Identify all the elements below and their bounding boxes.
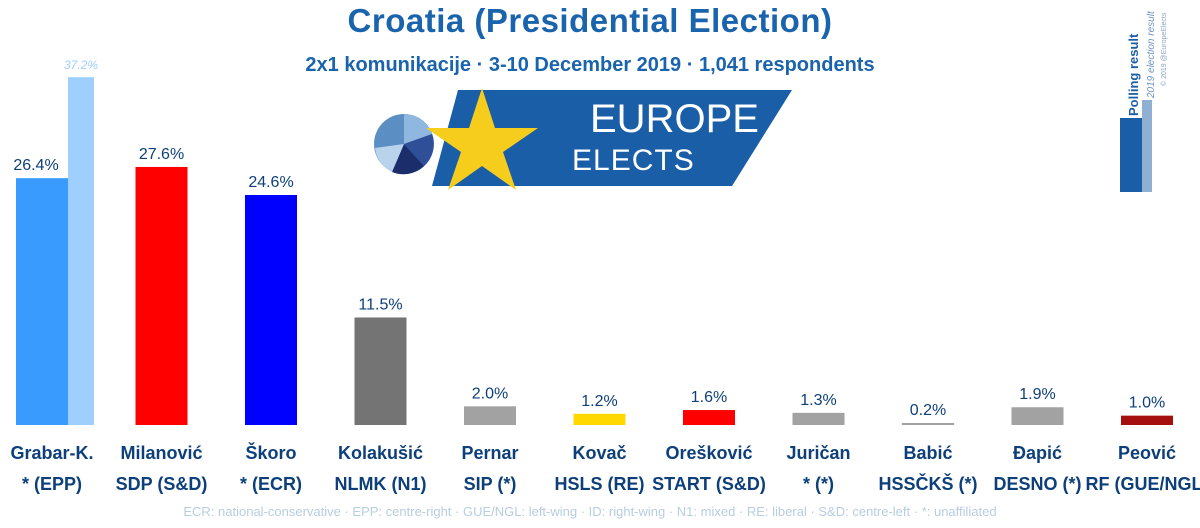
candidate-name-label: Kolakušić: [338, 443, 423, 463]
bar: [245, 194, 297, 425]
europe-elects-logo: EUROPE ELECTS: [374, 88, 792, 190]
bar-value-label: 2.0%: [472, 385, 508, 402]
candidate-party-label: SDP (S&D): [116, 474, 208, 494]
bar-value-label: 1.0%: [1129, 395, 1165, 412]
footnote: ECR: national-conservative · EPP: centre…: [183, 504, 997, 519]
candidate-name-label: Juričan: [786, 443, 850, 463]
bar-value-label: 27.6%: [139, 146, 184, 163]
candidate-party-label: DESNO (*): [993, 474, 1081, 494]
legend-polling-label: Polling result: [1126, 33, 1141, 116]
candidate-party-label: START (S&D): [652, 474, 766, 494]
candidate-party-label: * (*): [803, 474, 834, 494]
candidate-name-label: Peović: [1118, 443, 1176, 463]
legend-credit: © 2019 @EuropeElects: [1160, 12, 1168, 86]
candidate-name-label: Grabar-K.: [10, 443, 93, 463]
candidate-name-label: Milanović: [120, 443, 202, 463]
chart-subtitle: 2x1 komunikacije · 3-10 December 2019 · …: [305, 54, 875, 76]
bar: [16, 178, 68, 425]
legend: Polling result 2019 election result © 20…: [1120, 10, 1168, 192]
candidate-name-label: Pernar: [461, 443, 518, 463]
candidate-name-label: Đapić: [1013, 443, 1062, 463]
bar: [573, 413, 626, 425]
logo-line2: ELECTS: [572, 144, 695, 177]
logo-line1: EUROPE: [590, 97, 759, 141]
bar: [902, 423, 954, 425]
bar-value-label: 11.5%: [358, 296, 402, 313]
candidate-party-label: HSLS (RE): [555, 474, 645, 494]
bar: [135, 166, 188, 425]
candidate-name-label: Orešković: [665, 443, 752, 463]
legend-election-swatch: [1142, 100, 1152, 192]
previous-result-label: 37.2%: [64, 58, 98, 72]
candidate-party-label: SIP (*): [464, 474, 517, 494]
candidate-name-label: Škoro: [245, 442, 296, 463]
legend-polling-swatch: [1120, 118, 1142, 192]
bar: [354, 317, 407, 425]
candidate-name-label: Babić: [903, 443, 952, 463]
previous-result-bar: [68, 77, 94, 426]
bar: [1121, 415, 1173, 425]
bar-value-label: 1.9%: [1019, 386, 1055, 403]
bar: [1011, 407, 1064, 425]
bar-value-label: 24.6%: [248, 174, 293, 191]
bar: [464, 406, 516, 425]
bar-value-label: 26.4%: [13, 157, 58, 174]
bar-value-label: 1.6%: [691, 389, 727, 406]
bar-value-label: 1.2%: [581, 393, 617, 410]
candidate-party-label: * (EPP): [22, 474, 82, 494]
chart-title: Croatia (Presidential Election): [347, 2, 833, 39]
candidate-party-label: * (ECR): [240, 474, 302, 494]
bar-value-label: 1.3%: [800, 392, 836, 409]
candidate-name-label: Kovač: [572, 443, 626, 463]
bar-value-label: 0.2%: [910, 402, 946, 419]
bar: [683, 410, 735, 425]
candidate-party-label: NLMK (N1): [335, 474, 427, 494]
candidate-party-label: RF (GUE/NGL): [1086, 474, 1200, 494]
candidate-party-label: HSSČKŠ (*): [878, 473, 977, 494]
bar: [792, 412, 845, 425]
legend-election-label: 2019 election result: [1146, 10, 1157, 99]
